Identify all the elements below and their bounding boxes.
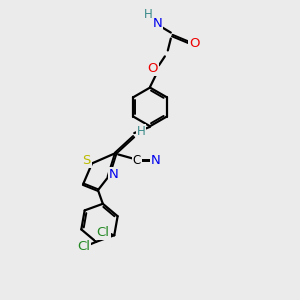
Text: S: S bbox=[82, 154, 91, 167]
Text: O: O bbox=[148, 62, 158, 75]
Text: Cl: Cl bbox=[97, 226, 110, 239]
Text: O: O bbox=[189, 37, 200, 50]
Text: N: N bbox=[153, 17, 162, 30]
Text: H: H bbox=[144, 8, 153, 21]
Text: H: H bbox=[137, 125, 146, 138]
Text: Cl: Cl bbox=[77, 240, 90, 253]
Text: N: N bbox=[109, 168, 118, 181]
Text: C: C bbox=[133, 154, 141, 167]
Text: N: N bbox=[151, 154, 161, 167]
